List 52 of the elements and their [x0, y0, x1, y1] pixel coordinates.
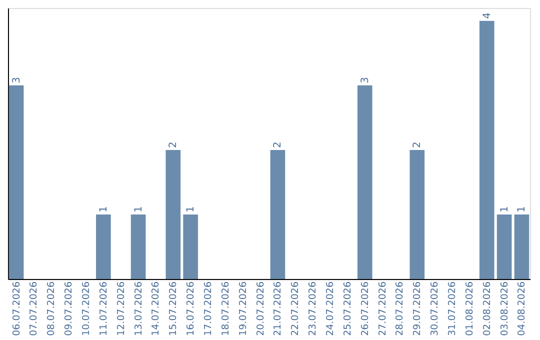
x-tick-label: 20.07.2026 — [255, 282, 266, 336]
bar — [514, 214, 530, 279]
data-label: 2 — [412, 142, 424, 148]
x-tick-label: 08.07.2026 — [46, 282, 58, 336]
bar — [183, 214, 198, 279]
x-tick-label: 24.07.2026 — [325, 282, 336, 336]
bar — [8, 85, 24, 279]
x-tick-label: 02.08.2026 — [482, 282, 493, 336]
x-tick-label: 25.07.2026 — [342, 282, 354, 336]
data-label: 4 — [482, 12, 493, 19]
x-tick-label: 13.07.2026 — [133, 282, 144, 336]
x-tick-label: 31.07.2026 — [447, 282, 458, 336]
data-label: 1 — [98, 206, 110, 212]
bar — [166, 150, 181, 279]
x-tick-label: 10.07.2026 — [80, 282, 92, 336]
x-tick-label: 06.07.2026 — [11, 282, 22, 336]
x-tick-label: 30.07.2026 — [430, 282, 441, 336]
x-tick-label: 27.07.2026 — [377, 282, 388, 336]
x-tick-label: 07.07.2026 — [28, 282, 40, 336]
data-label: 3 — [11, 77, 22, 84]
x-tick-label: 16.07.2026 — [186, 282, 197, 336]
data-label: 1 — [499, 206, 510, 212]
data-label: 2 — [168, 142, 180, 148]
bar — [479, 20, 494, 279]
x-tick-label: 28.07.2026 — [394, 282, 406, 336]
x-tick-label: 18.07.2026 — [220, 282, 232, 336]
bar — [96, 214, 111, 279]
bar — [496, 214, 512, 279]
x-tick-label: 23.07.2026 — [308, 282, 319, 336]
data-label: 1 — [516, 206, 528, 212]
x-tick-label: 04.08.2026 — [516, 282, 528, 336]
bar — [270, 150, 286, 279]
x-tick-label: 29.07.2026 — [412, 282, 424, 336]
x-tick-label: 14.07.2026 — [150, 282, 162, 336]
bar — [410, 150, 425, 279]
bar — [357, 85, 372, 279]
data-label: 1 — [186, 206, 197, 212]
x-tick-label: 15.07.2026 — [168, 282, 180, 336]
x-tick-label: 03.08.2026 — [499, 282, 510, 336]
x-tick-label: 09.07.2026 — [64, 282, 75, 336]
bar — [130, 214, 146, 279]
x-tick-label: 19.07.2026 — [238, 282, 249, 336]
x-tick-label: 17.07.2026 — [203, 282, 214, 336]
data-label: 2 — [272, 142, 284, 148]
data-label: 3 — [360, 77, 371, 84]
x-tick-label: 26.07.2026 — [360, 282, 371, 336]
x-tick-label: 01.08.2026 — [464, 282, 476, 336]
x-tick-label: 12.07.2026 — [116, 282, 127, 336]
data-label: 1 — [133, 206, 144, 212]
x-tick-label: 11.07.2026 — [98, 282, 110, 336]
x-tick-label: 21.07.2026 — [272, 282, 284, 336]
x-tick-label: 22.07.2026 — [290, 282, 302, 336]
